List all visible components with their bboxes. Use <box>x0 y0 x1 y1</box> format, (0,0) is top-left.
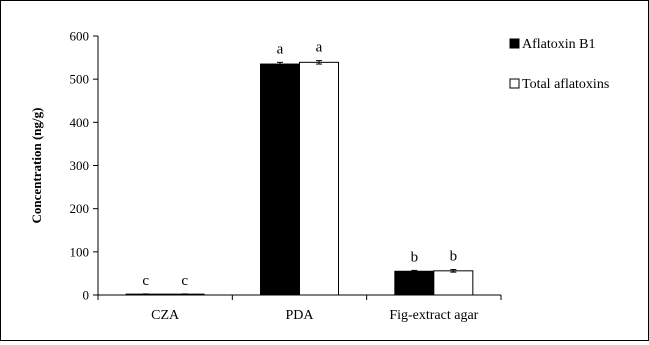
significance-letter: c <box>181 273 188 289</box>
y-tick-label: 300 <box>70 158 90 173</box>
bar-total-aflatoxins <box>433 270 474 296</box>
legend: Aflatoxin B1 Total aflatoxins <box>509 37 609 92</box>
bar-aflatoxin-b1 <box>394 270 435 296</box>
y-tick-label: 0 <box>83 288 90 303</box>
bar-total-aflatoxins <box>299 61 339 296</box>
significance-letter: a <box>316 40 323 56</box>
significance-letter: b <box>450 249 458 265</box>
legend-label: Total aflatoxins <box>522 77 609 92</box>
y-tick-label: 400 <box>70 115 90 130</box>
legend-swatch <box>509 78 520 89</box>
legend-label: Aflatoxin B1 <box>522 37 596 52</box>
y-axis-title: Concentration (ng/g) <box>29 108 44 224</box>
x-axis: CZA PDA Fig-extract agar <box>97 294 502 323</box>
y-tick-label: 500 <box>70 72 90 87</box>
significance-letter: a <box>277 41 284 57</box>
y-tick-label: 200 <box>70 201 90 216</box>
legend-swatch <box>509 38 520 49</box>
x-category-label: Fig-extract agar <box>389 308 478 323</box>
x-category-label: PDA <box>285 308 314 323</box>
significance-letter: b <box>411 249 419 265</box>
y-tick-label: 600 <box>70 29 90 44</box>
y-tick-label: 100 <box>70 244 90 259</box>
bar-aflatoxin-b1 <box>260 63 300 296</box>
bars: c c a a b b <box>125 40 474 296</box>
y-axis: 0 100 200 300 400 500 600 <box>70 29 99 303</box>
x-category-label: CZA <box>151 308 180 323</box>
significance-letter: c <box>142 273 149 289</box>
bar-chart: 0 100 200 300 400 500 600 CZA PDA Fig-extract ag… <box>29 29 609 324</box>
